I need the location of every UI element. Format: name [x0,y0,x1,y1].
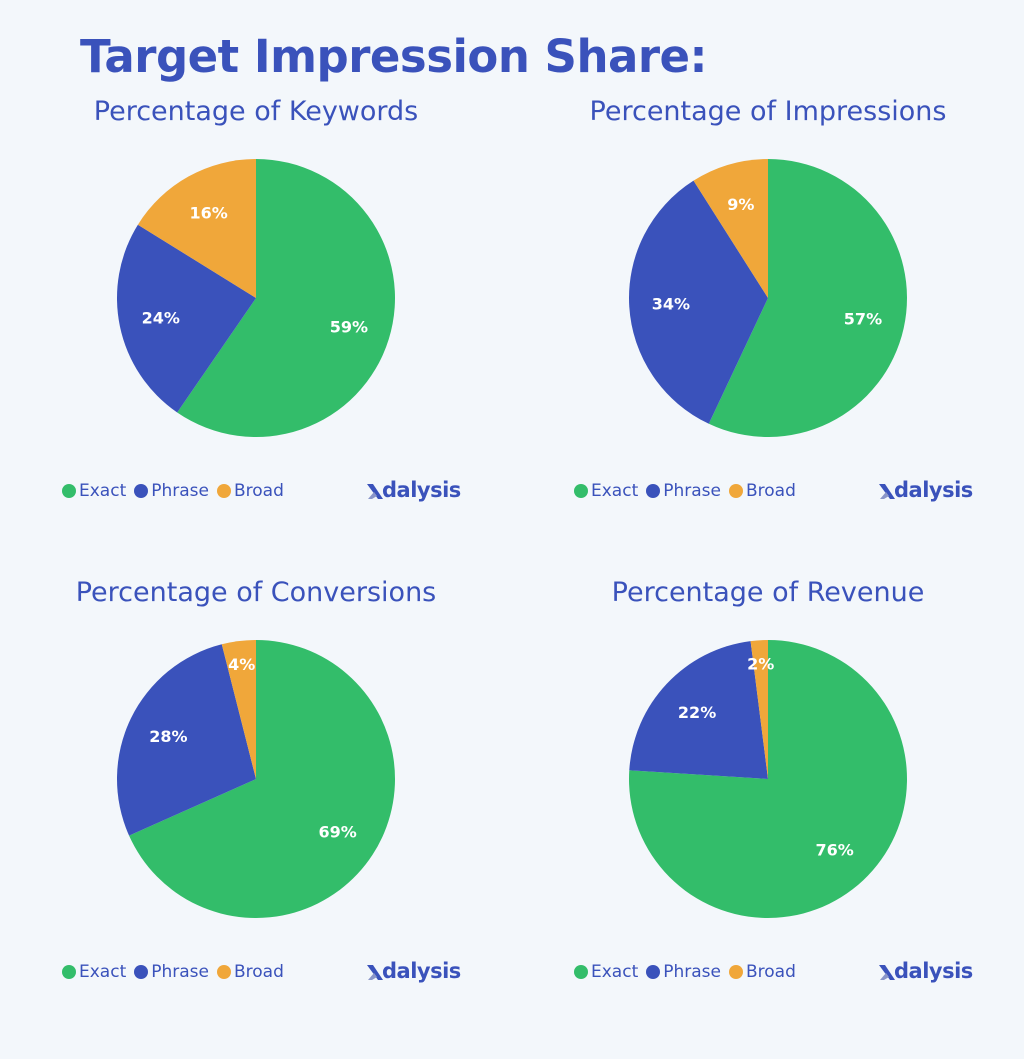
slice-label-phrase: 34% [652,295,690,314]
slice-label-broad: 2% [747,654,774,673]
legend-dot-icon [134,484,149,498]
legend-dot-icon [216,965,231,979]
legend-item-phrase: Phrase [134,962,209,982]
chart-legend: Exact Phrase Broad [574,481,804,501]
legend-item-exact: Exact [62,962,126,982]
chart-legend: Exact Phrase Broad [62,481,292,501]
legend-dot-icon [728,965,743,979]
adalysis-logo: dalysis [366,959,461,983]
legend-item-exact: Exact [574,962,638,982]
legend-item-phrase: Phrase [646,962,721,982]
adalysis-logo: dalysis [878,959,973,983]
chart-panel-percentage-of-impressions: Percentage of Impressions 57% 34% 9% Exact Ph… [512,96,1024,578]
legend-dot-icon [574,484,588,498]
logo-text: dalysis [894,959,973,983]
logo-text: dalysis [894,478,973,502]
legend-label: Exact [79,481,127,501]
legend-item-exact: Exact [62,481,126,501]
slice-label-broad: 4% [228,655,255,674]
slice-label-phrase: 28% [149,727,187,746]
logo-text: dalysis [382,478,461,502]
slice-label-exact: 69% [318,822,356,841]
pie-slice-broad [137,159,256,298]
legend-label: Phrase [151,481,209,501]
legend-label: Exact [591,481,639,501]
pie-slice-phrase [116,644,256,836]
legend-label: Broad [745,962,796,982]
pie-chart: 59% 24% 16% [116,159,396,437]
legend-label: Broad [233,962,284,982]
adalysis-logo: dalysis [878,478,973,502]
chart-panel-percentage-of-keywords: Percentage of Keywords 59% 24% 16% Exact Phra… [0,96,512,578]
slice-label-exact: 76% [815,840,853,859]
pie-chart: 69% 28% 4% [116,640,395,918]
logo-a-icon [367,484,383,499]
logo-a-icon [879,484,895,499]
pie-slice-exact [129,640,395,918]
legend-dot-icon [216,484,231,498]
chart-panel-percentage-of-revenue: Percentage of Revenue 76% 22% 2% Exact Phrase… [512,577,1024,1059]
legend-label: Phrase [151,962,209,982]
legend-item-broad: Broad [728,481,796,501]
chart-title: Percentage of Revenue [611,577,925,608]
adalysis-logo: dalysis [366,478,461,502]
slice-label-exact: 59% [330,317,368,336]
legend-label: Broad [745,481,796,501]
chart-legend: Exact Phrase Broad [574,962,804,982]
legend-item-phrase: Phrase [134,481,209,501]
slice-label-phrase: 22% [678,703,716,722]
pie-chart: 76% 22% 2% [629,640,908,918]
pie-slice-phrase [629,641,768,779]
legend-label: Phrase [663,481,721,501]
legend-label: Broad [233,481,284,501]
logo-a-icon [367,965,383,980]
legend-dot-icon [62,484,76,498]
legend-dot-icon [134,965,149,979]
pie-slice-broad [221,640,256,779]
legend-dot-icon [646,965,661,979]
pie-slice-phrase [116,224,257,413]
legend-item-broad: Broad [728,962,796,982]
legend-item-broad: Broad [216,962,284,982]
logo-a-icon [879,965,895,980]
pie-slice-exact [177,159,396,437]
logo-text: dalysis [382,959,461,983]
slice-label-exact: 57% [844,310,882,329]
pie-slice-broad [750,640,768,779]
legend-item-exact: Exact [574,481,638,501]
chart-title: Percentage of Keywords [93,96,419,127]
slice-label-broad: 16% [190,203,228,222]
chart-panel-percentage-of-conversions: Percentage of Conversions 69% 28% 4% Exact Ph… [0,577,512,1059]
pie-slice-phrase [629,180,768,424]
pie-slice-broad [693,159,768,298]
chart-title: Percentage of Conversions [75,577,437,608]
legend-label: Exact [79,962,127,982]
pie-chart: 57% 34% 9% [629,159,907,437]
legend-item-broad: Broad [216,481,284,501]
legend-item-phrase: Phrase [646,481,721,501]
legend-dot-icon [62,965,76,979]
slice-label-broad: 9% [727,195,754,214]
legend-dot-icon [728,484,743,498]
chart-legend: Exact Phrase Broad [62,962,292,982]
legend-dot-icon [574,965,588,979]
pie-slice-exact [629,640,908,918]
legend-label: Phrase [663,962,721,982]
page-title: Target Impression Share: [80,30,708,83]
slice-label-phrase: 24% [142,308,180,327]
legend-label: Exact [591,962,639,982]
pie-slice-exact [708,159,907,437]
chart-title: Percentage of Impressions [589,96,947,127]
legend-dot-icon [646,484,661,498]
